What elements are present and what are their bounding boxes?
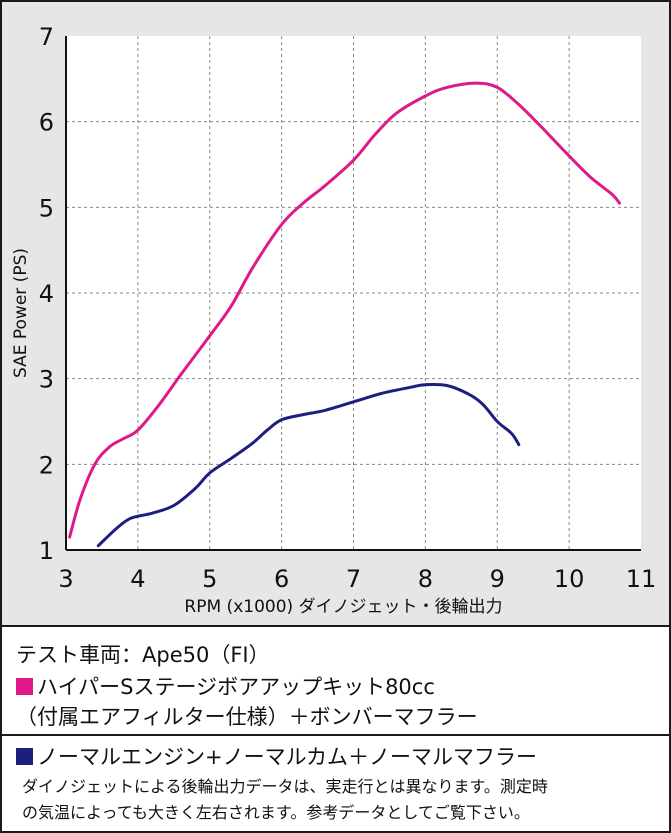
y-tick-label: 4 xyxy=(39,280,54,308)
blue-series-text: ノーマルエンジン+ノーマルカム＋ノーマルマフラー xyxy=(37,745,537,769)
blue-swatch xyxy=(16,748,33,765)
y-tick-label: 2 xyxy=(39,451,54,479)
x-tick-label: 4 xyxy=(130,565,145,593)
blue-series-label: ノーマルエンジン+ノーマルカム＋ノーマルマフラー xyxy=(16,741,537,771)
x-axis-title: RPM (x1000) ダイノジェット・後輪出力 xyxy=(184,597,502,617)
y-axis-title: SAE Power (PS) xyxy=(11,248,31,378)
x-tick-label: 7 xyxy=(346,565,361,593)
x-tick-label: 10 xyxy=(554,565,585,593)
chart-panel: 3 4 5 6 7 8 9 10 11 1 2 3 4 5 6 7 RPM (x1000) ダイノジェット・後輪… xyxy=(2,2,669,627)
series-line-blue xyxy=(96,382,521,548)
pink-series-label: ハイパーSステージボアアップキット80cc xyxy=(16,671,435,701)
x-tick-label: 9 xyxy=(490,565,505,593)
series-line-pink xyxy=(68,81,621,539)
x-tick-label: 5 xyxy=(202,565,217,593)
x-tick-label: 3 xyxy=(58,565,73,593)
vehicle-label: テスト車両：Ape50（FI） xyxy=(16,643,270,667)
y-tick-label: 7 xyxy=(39,23,54,51)
y-tick-label: 1 xyxy=(39,537,54,565)
y-tick-label: 6 xyxy=(39,109,54,137)
legend-panel: テスト車両：Ape50（FI） ハイパーSステージボアアップキット80cc （付… xyxy=(2,627,669,831)
note-line-2: の気温によっても大きく左右されます。参考データとしてご覧下さい。 xyxy=(22,803,530,822)
y-tick-label: 3 xyxy=(39,366,54,394)
y-tick-label: 5 xyxy=(39,194,54,222)
x-tick-label: 8 xyxy=(418,565,433,593)
x-tick-label: 11 xyxy=(626,565,657,593)
note-line-1: ダイノジェットによる後輪出力データは、実走行とは異なります。測定時 xyxy=(22,777,548,796)
legend-divider xyxy=(2,734,669,736)
pink-swatch xyxy=(16,678,33,695)
pink-series-detail: （付属エアフィルター仕様）＋ボンバーマフラー xyxy=(16,705,478,729)
pink-series-text: ハイパーSステージボアアップキット80cc xyxy=(37,675,435,699)
x-tick-label: 6 xyxy=(274,565,289,593)
